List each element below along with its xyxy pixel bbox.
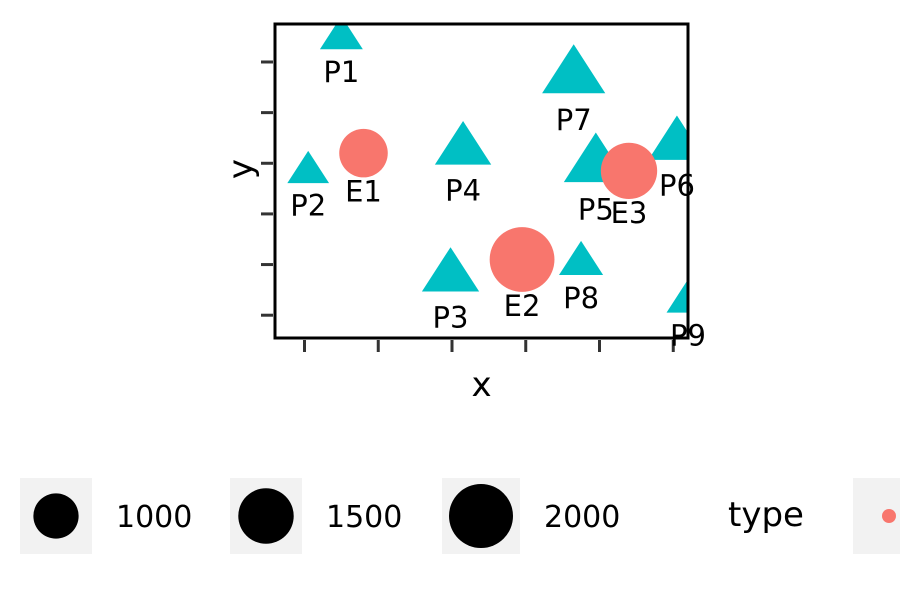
legend-size-symbol <box>33 493 79 539</box>
y-axis-label: y <box>221 159 261 179</box>
point-label-p3: P3 <box>433 300 469 334</box>
point-e1 <box>339 128 388 178</box>
point-label-e1: E1 <box>345 174 382 208</box>
point-label-p5: P5 <box>578 192 614 226</box>
point-label-p8: P8 <box>563 281 599 315</box>
points-layer <box>287 24 688 313</box>
y-axis-ticks <box>261 60 273 317</box>
plot-panel-border <box>273 22 690 340</box>
legend-size-symbol <box>238 488 294 544</box>
legend-size-label: 2000 <box>544 500 620 535</box>
legend-type-symbol-e <box>882 509 896 523</box>
legend-type-title: type <box>728 495 804 535</box>
x-axis-ticks <box>303 340 675 352</box>
point-p8 <box>559 240 604 276</box>
legend-size-symbol <box>449 484 513 548</box>
point-p2 <box>287 150 330 184</box>
point-e2 <box>489 227 555 292</box>
point-p7 <box>542 44 606 94</box>
point-label-p6: P6 <box>659 169 695 203</box>
legend: 100015002000typeEP <box>20 478 900 554</box>
point-label-p2: P2 <box>290 189 326 223</box>
point-label-p9: P9 <box>670 318 706 352</box>
point-p4 <box>434 121 492 165</box>
legend-size-label: 1000 <box>116 500 192 535</box>
point-e3 <box>600 142 658 200</box>
point-p3 <box>421 247 480 292</box>
point-p6 <box>648 115 688 160</box>
point-label-p4: P4 <box>445 173 481 207</box>
legend-size-label: 1500 <box>326 500 402 535</box>
point-label-e3: E3 <box>611 196 648 230</box>
x-axis-label: x <box>471 365 491 405</box>
point-p1 <box>319 24 363 50</box>
point-labels-layer: P1 P2 P3 P4 P5 P6 P7 P8 P9 E1 E2 E3 <box>290 55 706 352</box>
point-label-p7: P7 <box>556 103 592 137</box>
point-label-p1: P1 <box>323 55 359 89</box>
point-label-e2: E2 <box>504 289 541 323</box>
point-p9 <box>666 279 688 313</box>
